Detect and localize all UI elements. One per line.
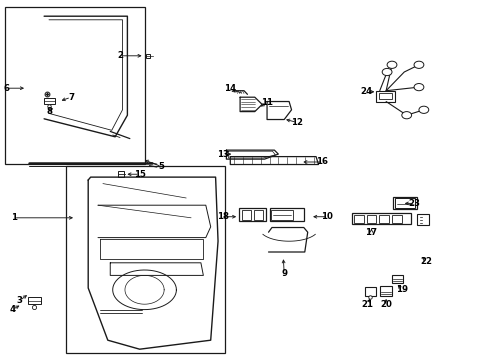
- Text: 13: 13: [217, 150, 229, 159]
- Bar: [242, 210, 251, 220]
- Bar: [5, 7, 145, 164]
- Bar: [380, 286, 392, 296]
- Text: 15: 15: [134, 170, 146, 179]
- Bar: [354, 215, 364, 223]
- Circle shape: [419, 106, 429, 113]
- Text: 19: 19: [396, 285, 408, 294]
- Bar: [392, 275, 403, 283]
- Circle shape: [387, 61, 397, 68]
- Circle shape: [414, 84, 424, 91]
- Circle shape: [414, 61, 424, 68]
- Text: 4: 4: [9, 305, 15, 314]
- Text: 14: 14: [224, 84, 236, 93]
- Text: 8: 8: [46, 107, 52, 116]
- Circle shape: [402, 112, 412, 119]
- Bar: [66, 166, 225, 353]
- Text: 7: 7: [68, 93, 74, 102]
- Text: 1: 1: [11, 213, 17, 222]
- Bar: [254, 210, 263, 220]
- Text: 3: 3: [17, 296, 23, 305]
- Text: 5: 5: [159, 162, 165, 171]
- Bar: [365, 287, 376, 296]
- Circle shape: [382, 68, 392, 76]
- Bar: [379, 93, 392, 99]
- Text: 24: 24: [361, 87, 372, 96]
- Bar: [239, 208, 266, 221]
- Bar: [352, 213, 411, 224]
- Text: 20: 20: [380, 300, 392, 309]
- Bar: [271, 210, 293, 220]
- Text: 22: 22: [420, 256, 432, 265]
- Bar: [395, 198, 415, 208]
- Text: 2: 2: [117, 51, 123, 60]
- Text: 18: 18: [217, 212, 229, 221]
- Text: 23: 23: [408, 199, 420, 208]
- Bar: [416, 214, 429, 225]
- Text: 21: 21: [362, 300, 373, 309]
- Bar: [28, 297, 41, 304]
- Text: 16: 16: [317, 157, 328, 166]
- Bar: [393, 197, 417, 209]
- Text: 11: 11: [261, 98, 273, 107]
- Bar: [392, 215, 402, 223]
- Text: 9: 9: [281, 269, 287, 278]
- Bar: [44, 98, 55, 104]
- Text: 12: 12: [291, 118, 303, 127]
- Bar: [376, 91, 395, 102]
- Bar: [367, 215, 376, 223]
- Text: 6: 6: [3, 84, 9, 93]
- Text: 10: 10: [321, 212, 333, 221]
- Bar: [379, 215, 389, 223]
- Bar: [270, 208, 304, 221]
- Text: 17: 17: [366, 228, 377, 237]
